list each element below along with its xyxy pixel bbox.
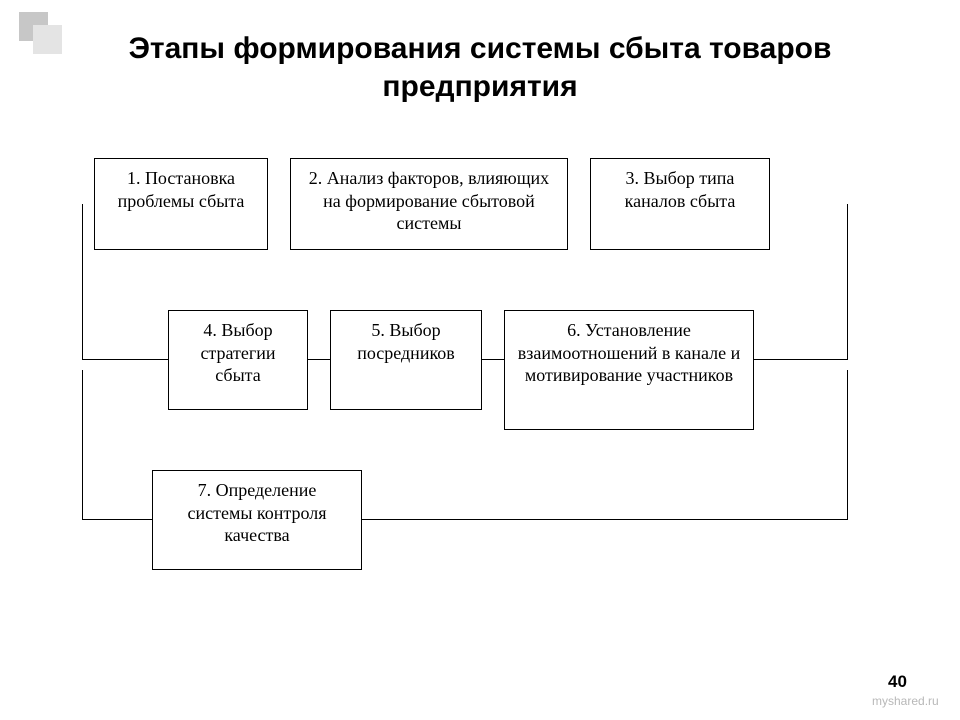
page-title: Этапы формирования системы сбыта товаров…: [80, 30, 880, 105]
step-1-label: 1. Постановка проблемы сбыта: [105, 167, 257, 212]
step-7-label: 7. Определение системы контроля качества: [163, 479, 351, 547]
step-4-label: 4. Выбор стратегии сбыта: [179, 319, 297, 387]
step-6-box: 6. Установление взаимоотношений в канале…: [504, 310, 754, 430]
decor-square-2: [33, 25, 62, 54]
step-7-box: 7. Определение системы контроля качества: [152, 470, 362, 570]
step-2-label: 2. Анализ факторов, влияющих на формиров…: [301, 167, 557, 235]
step-1-box: 1. Постановка проблемы сбыта: [94, 158, 268, 250]
step-5-box: 5. Выбор посредников: [330, 310, 482, 410]
step-3-box: 3. Выбор типа каналов сбыта: [590, 158, 770, 250]
step-6-label: 6. Установление взаимоотношений в канале…: [515, 319, 743, 387]
step-3-label: 3. Выбор типа каналов сбыта: [601, 167, 759, 212]
step-2-box: 2. Анализ факторов, влияющих на формиров…: [290, 158, 568, 250]
step-5-label: 5. Выбор посредников: [341, 319, 471, 364]
page-number: 40: [888, 672, 907, 692]
slide-canvas: Этапы формирования системы сбыта товаров…: [0, 0, 960, 720]
step-4-box: 4. Выбор стратегии сбыта: [168, 310, 308, 410]
watermark: myshared.ru: [872, 694, 939, 708]
